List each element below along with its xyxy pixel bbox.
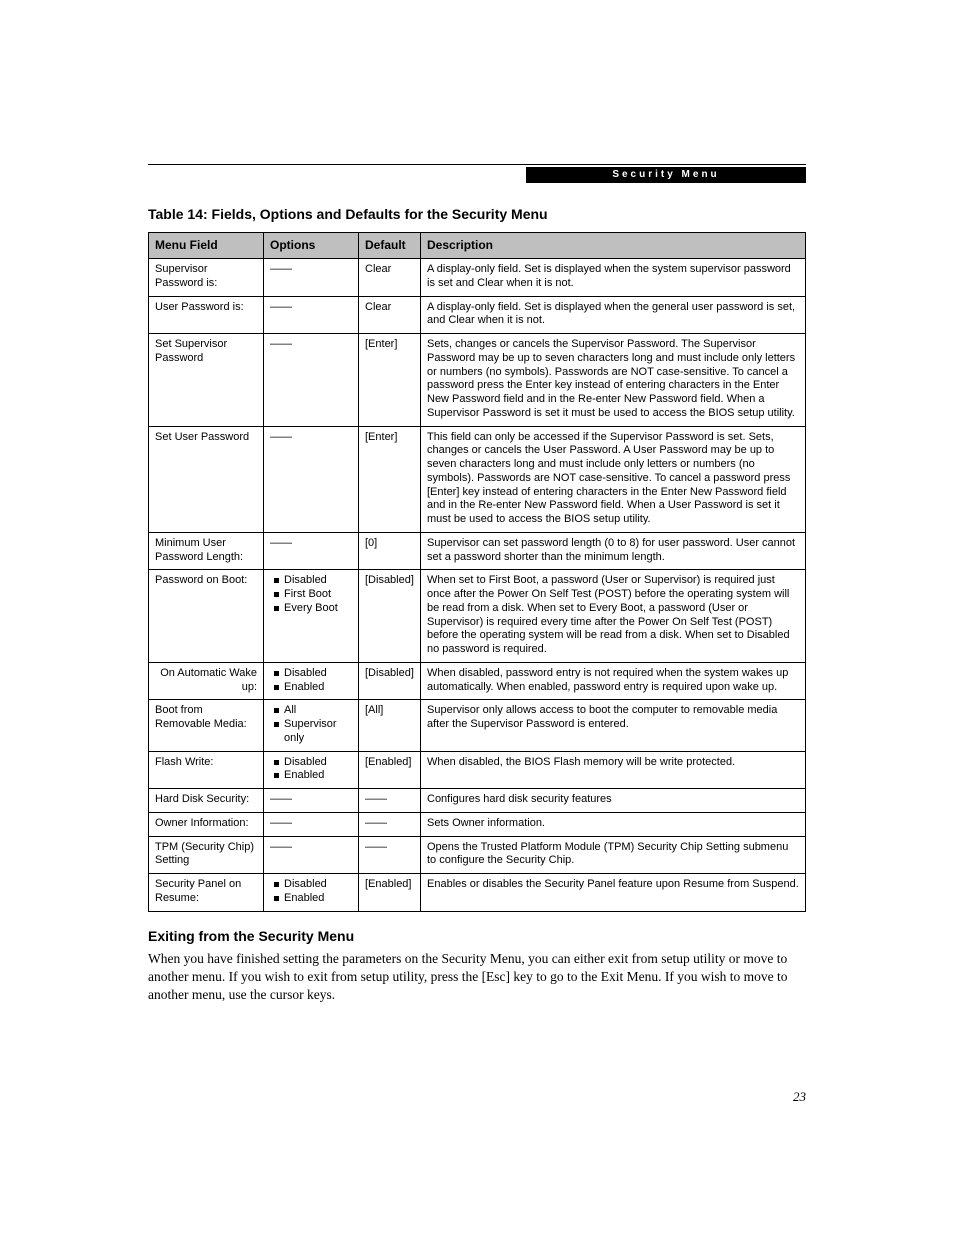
cell-menu-field: Password on Boot: (149, 570, 264, 663)
table-row: User Password is:——ClearA display-only f… (149, 296, 806, 334)
cell-menu-field: Security Panel on Resume: (149, 874, 264, 912)
main-content: Table 14: Fields, Options and Defaults f… (148, 164, 806, 1004)
option-item: Enabled (274, 681, 352, 695)
security-table: Menu Field Options Default Description S… (148, 232, 806, 912)
col-default: Default (359, 233, 421, 259)
col-options: Options (264, 233, 359, 259)
cell-description: This field can only be accessed if the S… (421, 426, 806, 532)
cell-default: Clear (359, 259, 421, 297)
table-row: TPM (Security Chip) Setting————Opens the… (149, 836, 806, 874)
cell-default: —— (359, 812, 421, 836)
cell-description: When disabled, the BIOS Flash memory wil… (421, 751, 806, 789)
cell-default: [Enter] (359, 334, 421, 427)
cell-options: —— (264, 812, 359, 836)
cell-menu-field: On Automatic Wake up: (149, 662, 264, 700)
cell-menu-field: User Password is: (149, 296, 264, 334)
cell-options: —— (264, 789, 359, 813)
body-text: When you have finished setting the param… (148, 950, 806, 1005)
page-number: 23 (793, 1089, 806, 1105)
cell-default: [Disabled] (359, 570, 421, 663)
cell-description: When disabled, password entry is not req… (421, 662, 806, 700)
option-item: Enabled (274, 892, 352, 906)
option-item: Disabled (274, 574, 352, 588)
cell-description: Configures hard disk security features (421, 789, 806, 813)
cell-options: —— (264, 836, 359, 874)
cell-default: [Enter] (359, 426, 421, 532)
cell-default: [Enabled] (359, 874, 421, 912)
option-item: Disabled (274, 667, 352, 681)
cell-description: Supervisor can set password length (0 to… (421, 532, 806, 570)
cell-default: Clear (359, 296, 421, 334)
cell-menu-field: Supervisor Password is: (149, 259, 264, 297)
cell-options: DisabledFirst BootEvery Boot (264, 570, 359, 663)
table-row: Set User Password——[Enter]This field can… (149, 426, 806, 532)
col-description: Description (421, 233, 806, 259)
cell-options: —— (264, 259, 359, 297)
subheading-exit: Exiting from the Security Menu (148, 928, 806, 944)
cell-options: —— (264, 426, 359, 532)
table-row: Password on Boot:DisabledFirst BootEvery… (149, 570, 806, 663)
cell-description: When set to First Boot, a password (User… (421, 570, 806, 663)
table-caption: Table 14: Fields, Options and Defaults f… (148, 206, 806, 222)
page: Security Menu Table 14: Fields, Options … (0, 0, 954, 1235)
cell-description: Sets Owner information. (421, 812, 806, 836)
table-row: Supervisor Password is:——ClearA display-… (149, 259, 806, 297)
cell-description: Enables or disables the Security Panel f… (421, 874, 806, 912)
option-item: Disabled (274, 878, 352, 892)
option-item: First Boot (274, 588, 352, 602)
cell-menu-field: Owner Information: (149, 812, 264, 836)
cell-menu-field: Set Supervisor Password (149, 334, 264, 427)
cell-options: DisabledEnabled (264, 874, 359, 912)
cell-menu-field: Hard Disk Security: (149, 789, 264, 813)
section-bar: Security Menu (526, 167, 806, 183)
cell-options: —— (264, 532, 359, 570)
cell-description: Opens the Trusted Platform Module (TPM) … (421, 836, 806, 874)
option-item: Disabled (274, 756, 352, 770)
table-row: Set Supervisor Password——[Enter]Sets, ch… (149, 334, 806, 427)
cell-options: AllSupervisor only (264, 700, 359, 751)
cell-default: [Disabled] (359, 662, 421, 700)
cell-default: [0] (359, 532, 421, 570)
table-row: Owner Information:————Sets Owner informa… (149, 812, 806, 836)
cell-default: [Enabled] (359, 751, 421, 789)
table-row: Security Panel on Resume:DisabledEnabled… (149, 874, 806, 912)
option-item: All (274, 704, 352, 718)
cell-options: DisabledEnabled (264, 662, 359, 700)
table-row: On Automatic Wake up:DisabledEnabled[Dis… (149, 662, 806, 700)
cell-description: A display-only field. Set is displayed w… (421, 259, 806, 297)
table-row: Hard Disk Security:————Configures hard d… (149, 789, 806, 813)
cell-menu-field: Minimum User Password Length: (149, 532, 264, 570)
cell-menu-field: TPM (Security Chip) Setting (149, 836, 264, 874)
cell-options: —— (264, 334, 359, 427)
cell-default: —— (359, 836, 421, 874)
cell-default: —— (359, 789, 421, 813)
cell-description: Supervisor only allows access to boot th… (421, 700, 806, 751)
cell-description: A display-only field. Set is displayed w… (421, 296, 806, 334)
table-row: Flash Write:DisabledEnabled[Enabled]When… (149, 751, 806, 789)
table-row: Minimum User Password Length:——[0]Superv… (149, 532, 806, 570)
table-header-row: Menu Field Options Default Description (149, 233, 806, 259)
table-row: Boot from Removable Media:AllSupervisor … (149, 700, 806, 751)
option-item: Every Boot (274, 602, 352, 616)
top-rule (148, 164, 806, 165)
option-item: Enabled (274, 769, 352, 783)
col-menu-field: Menu Field (149, 233, 264, 259)
cell-menu-field: Boot from Removable Media: (149, 700, 264, 751)
cell-description: Sets, changes or cancels the Supervisor … (421, 334, 806, 427)
cell-menu-field: Flash Write: (149, 751, 264, 789)
cell-default: [All] (359, 700, 421, 751)
cell-options: DisabledEnabled (264, 751, 359, 789)
cell-options: —— (264, 296, 359, 334)
cell-menu-field: Set User Password (149, 426, 264, 532)
option-item: Supervisor only (274, 718, 352, 746)
